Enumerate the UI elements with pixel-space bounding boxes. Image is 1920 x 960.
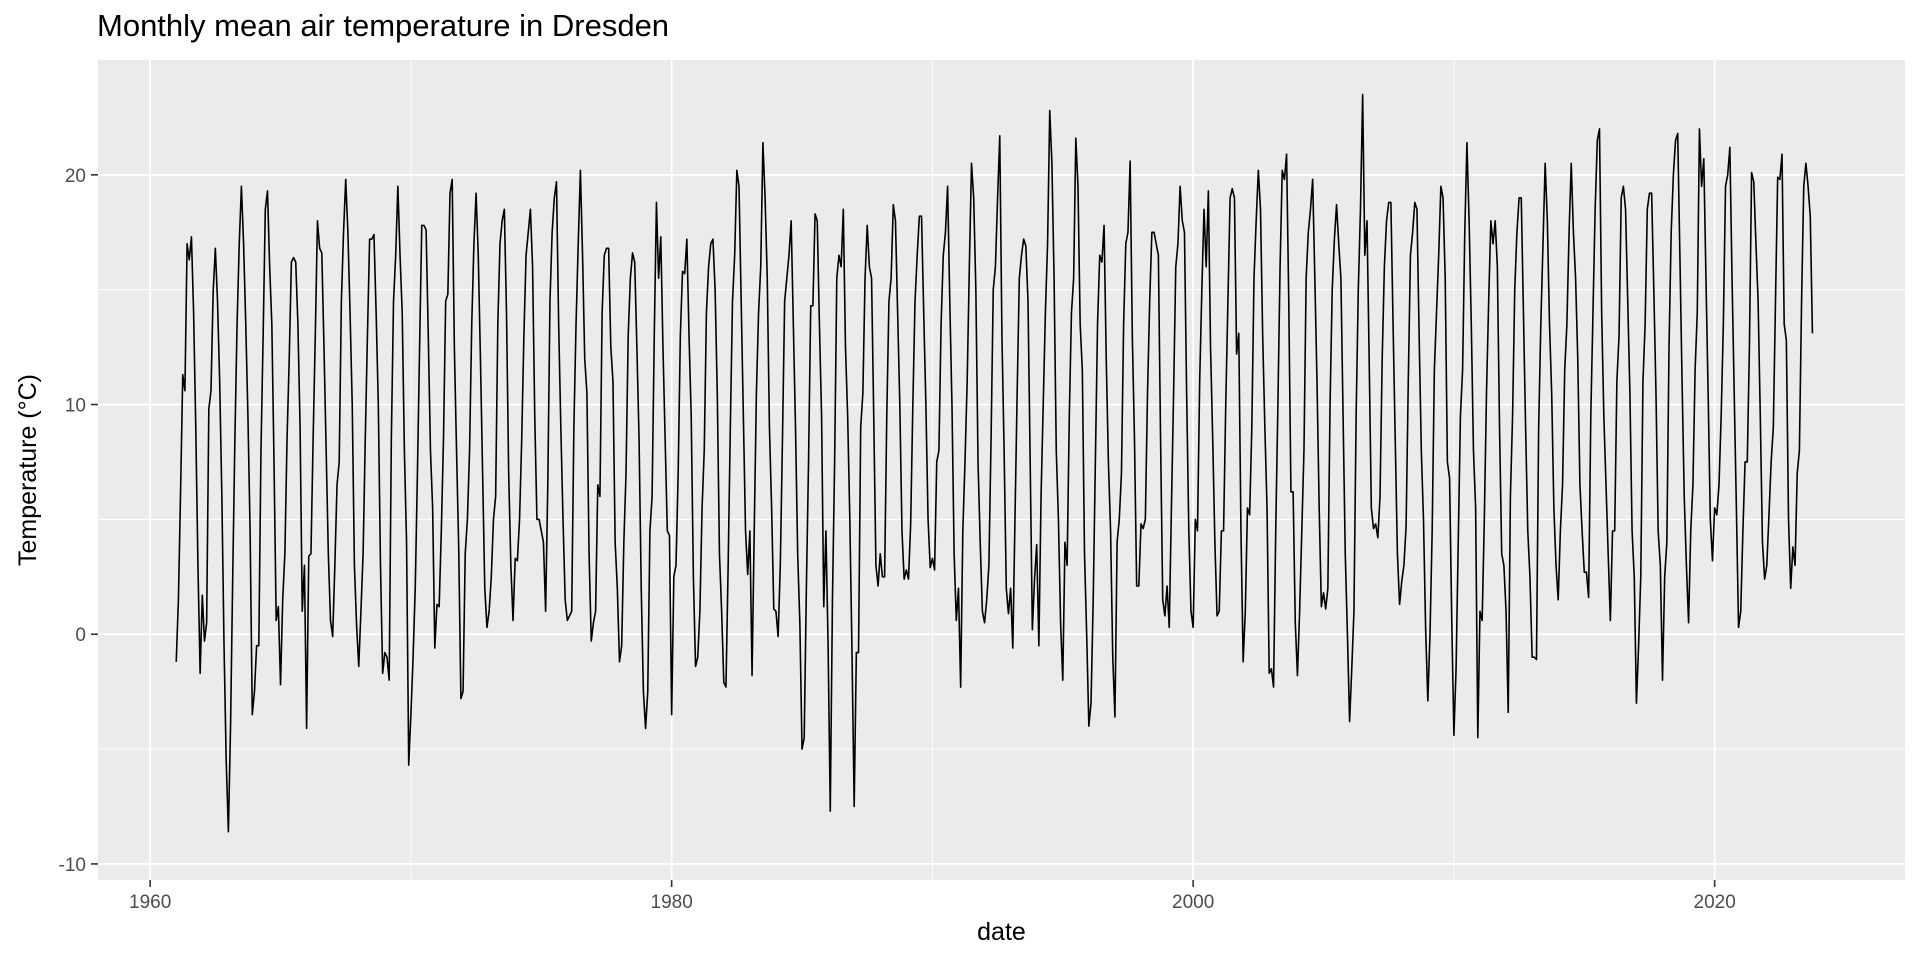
y-axis-title: Temperature (°C)	[14, 374, 42, 566]
x-axis: 1960 1980 2000 2020	[129, 880, 1736, 913]
temperature-series-line	[175, 93, 1814, 833]
chart-title: Monthly mean air temperature in Dresden	[97, 8, 670, 43]
y-tick-label: 0	[75, 625, 86, 646]
y-tick-label: -10	[59, 855, 86, 876]
y-tick-label: 20	[65, 166, 86, 187]
x-tick-label: 1980	[651, 892, 693, 913]
x-tick-label: 2000	[1172, 892, 1214, 913]
plot-panel	[98, 60, 1905, 880]
x-axis-title: date	[977, 918, 1026, 946]
major-gridlines	[98, 60, 1905, 880]
x-tick-label: 1960	[129, 892, 171, 913]
x-tick-label: 2020	[1694, 892, 1736, 913]
y-axis: -10 0 10 20	[59, 166, 98, 876]
y-tick-label: 10	[65, 396, 86, 417]
